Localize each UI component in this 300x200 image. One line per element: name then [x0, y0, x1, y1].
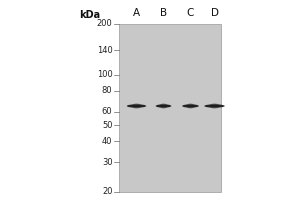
Ellipse shape — [187, 103, 194, 109]
Ellipse shape — [210, 103, 219, 109]
Ellipse shape — [156, 104, 171, 108]
Text: 200: 200 — [97, 20, 112, 28]
Text: C: C — [187, 8, 194, 18]
Ellipse shape — [182, 104, 199, 108]
Text: 60: 60 — [102, 107, 112, 116]
Ellipse shape — [204, 104, 225, 108]
Text: 50: 50 — [102, 121, 112, 130]
Text: D: D — [211, 8, 218, 18]
Text: 80: 80 — [102, 86, 112, 95]
Text: 20: 20 — [102, 188, 112, 196]
Text: kDa: kDa — [80, 10, 100, 20]
Text: 140: 140 — [97, 46, 112, 55]
Text: 30: 30 — [102, 158, 112, 167]
Text: B: B — [160, 8, 167, 18]
Text: A: A — [133, 8, 140, 18]
Ellipse shape — [132, 103, 141, 109]
Ellipse shape — [127, 104, 146, 108]
Text: 100: 100 — [97, 70, 112, 79]
Text: 40: 40 — [102, 137, 112, 146]
Bar — [118, 24, 220, 192]
Ellipse shape — [160, 103, 167, 109]
